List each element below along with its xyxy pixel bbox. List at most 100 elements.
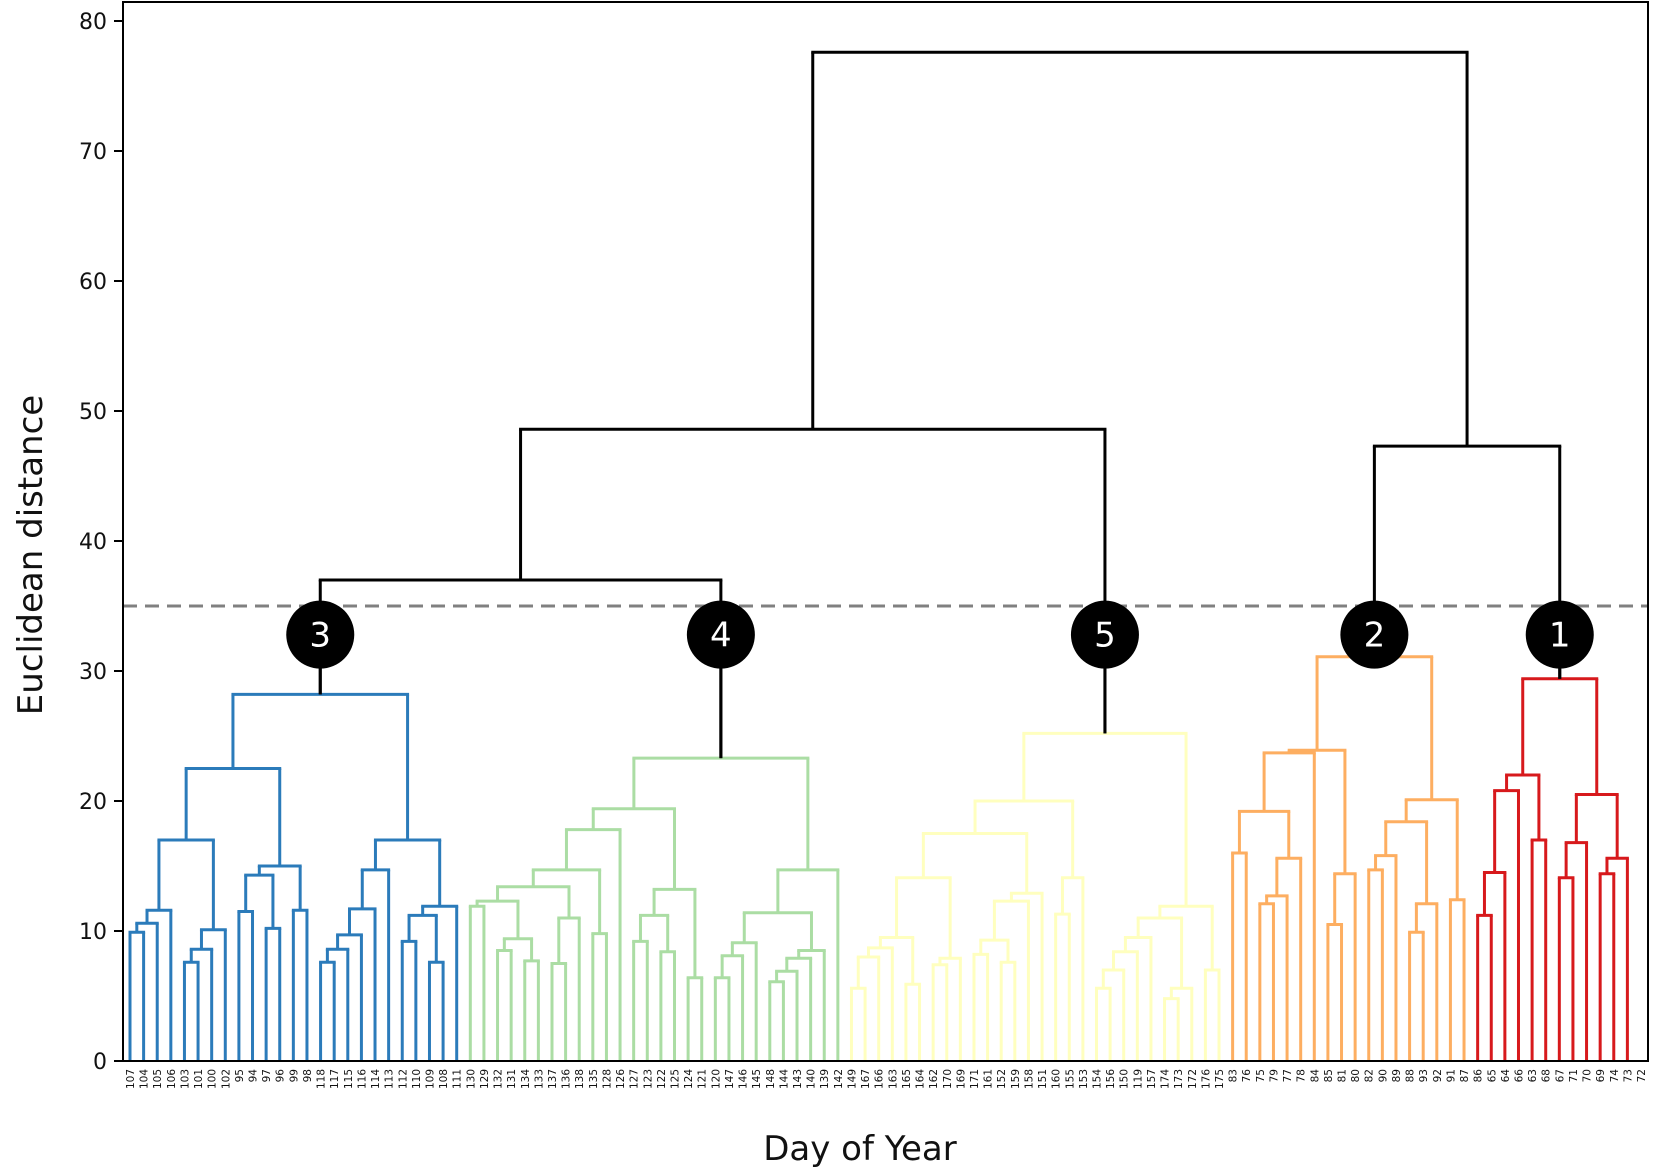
leaf-label: 68 — [1541, 1069, 1553, 1082]
leaf-label: 163 — [887, 1069, 899, 1089]
leaf-label: 70 — [1582, 1069, 1594, 1082]
leaf-label: 67 — [1554, 1069, 1566, 1082]
y-tick-label: 70 — [79, 140, 107, 165]
leaf-label: 110 — [411, 1069, 423, 1089]
leaf-label: 132 — [493, 1069, 505, 1089]
leaf-label: 165 — [901, 1069, 913, 1089]
y-tick-label: 50 — [79, 400, 107, 425]
leaf-label: 83 — [1228, 1069, 1240, 1082]
y-tick-label: 10 — [79, 920, 107, 945]
y-tick-label: 30 — [79, 660, 107, 685]
leaf-label: 152 — [996, 1069, 1008, 1089]
leaf-label: 158 — [1023, 1069, 1035, 1089]
leaf-label: 69 — [1595, 1069, 1607, 1082]
leaf-label: 85 — [1323, 1069, 1335, 1082]
cluster-badge-label: 1 — [1549, 616, 1571, 656]
leaf-label: 145 — [751, 1069, 763, 1089]
leaf-label: 95 — [234, 1069, 246, 1082]
leaf-label: 72 — [1636, 1069, 1648, 1082]
leaf-label: 139 — [819, 1069, 831, 1089]
leaf-label: 173 — [1173, 1069, 1185, 1089]
leaf-label: 86 — [1473, 1069, 1485, 1083]
leaf-label: 133 — [533, 1069, 545, 1089]
leaf-label: 129 — [479, 1069, 491, 1089]
leaf-label: 134 — [520, 1069, 532, 1089]
leaf-label: 80 — [1350, 1069, 1362, 1082]
cluster-badge-label: 4 — [710, 616, 732, 656]
leaf-label: 104 — [139, 1069, 151, 1089]
leaf-label: 167 — [860, 1069, 872, 1089]
leaf-label: 150 — [1119, 1069, 1131, 1089]
leaf-label: 161 — [983, 1069, 995, 1089]
leaf-label: 74 — [1609, 1069, 1621, 1083]
cluster-badge-2 — [1340, 600, 1409, 669]
leaf-label: 77 — [1282, 1069, 1294, 1082]
cluster-badge-3 — [286, 600, 355, 669]
leaf-label: 113 — [384, 1069, 396, 1089]
y-tick-label: 40 — [79, 530, 107, 555]
leaf-label: 82 — [1364, 1069, 1376, 1082]
leaf-label: 91 — [1445, 1069, 1457, 1082]
leaf-label: 142 — [833, 1069, 845, 1089]
cluster-badge-label: 3 — [309, 616, 331, 656]
leaf-label: 160 — [1051, 1069, 1063, 1089]
leaf-label: 84 — [1309, 1069, 1321, 1083]
leaf-label: 88 — [1405, 1069, 1417, 1082]
leaf-label: 117 — [329, 1069, 341, 1089]
leaf-label: 172 — [1187, 1069, 1199, 1089]
leaf-label: 96 — [275, 1069, 287, 1083]
leaf-label: 136 — [561, 1069, 573, 1089]
leaf-label: 123 — [642, 1069, 654, 1089]
cluster-badge-5 — [1070, 600, 1139, 669]
leaf-label: 122 — [656, 1069, 668, 1089]
x-axis-title: Day of Year — [763, 1129, 957, 1169]
leaf-label: 128 — [601, 1069, 613, 1089]
cluster-badge-label: 5 — [1094, 616, 1116, 656]
leaf-label: 66 — [1513, 1069, 1525, 1083]
leaf-label: 151 — [1037, 1069, 1049, 1089]
leaf-label: 137 — [547, 1069, 559, 1089]
leaf-label: 119 — [1132, 1069, 1144, 1089]
leaf-label: 144 — [778, 1069, 790, 1089]
axes: 0 10 20 30 40 50 60 70 80 — [79, 1, 1649, 1075]
leaf-label: 153 — [1078, 1069, 1090, 1089]
leaf-label: 147 — [724, 1069, 736, 1089]
leaf-label: 175 — [1214, 1069, 1226, 1089]
leaf-labels: 107 104 105 106 103 101 100 102 95 94 97 96 99 98 118 1… — [125, 1069, 1648, 1089]
leaf-label: 146 — [738, 1069, 750, 1089]
leaf-label: 99 — [288, 1069, 300, 1082]
leaf-label: 148 — [765, 1069, 777, 1089]
leaf-label: 176 — [1200, 1069, 1212, 1089]
cluster-badge-label: 2 — [1364, 616, 1386, 656]
leaf-label: 135 — [588, 1069, 600, 1089]
leaf-label: 121 — [697, 1069, 709, 1089]
leaf-label: 140 — [806, 1069, 818, 1089]
leaf-label: 116 — [356, 1069, 368, 1089]
y-axis-title: Euclidean distance — [11, 395, 51, 715]
leaf-label: 78 — [1296, 1069, 1308, 1082]
leaf-label: 127 — [629, 1069, 641, 1089]
leaf-label: 126 — [615, 1069, 627, 1089]
leaf-label: 164 — [915, 1069, 927, 1089]
leaf-label: 138 — [574, 1069, 586, 1089]
leaf-label: 174 — [1160, 1069, 1172, 1089]
leaf-label: 115 — [343, 1069, 355, 1089]
cluster-badges: 3 4 5 2 1 — [286, 600, 1594, 759]
leaf-label: 93 — [1418, 1069, 1430, 1082]
leaf-label: 73 — [1622, 1069, 1634, 1082]
leaf-label: 131 — [506, 1069, 518, 1089]
leaf-label: 108 — [438, 1069, 450, 1089]
leaf-label: 149 — [846, 1069, 858, 1089]
leaf-label: 90 — [1377, 1069, 1389, 1082]
leaf-label: 92 — [1432, 1069, 1444, 1082]
leaf-label: 100 — [207, 1069, 219, 1089]
y-tick-label: 80 — [79, 10, 107, 35]
leaf-label: 94 — [248, 1069, 260, 1083]
dendrogram-links — [128, 50, 1629, 1061]
leaf-label: 106 — [166, 1069, 178, 1089]
leaf-label: 79 — [1268, 1069, 1280, 1082]
y-tick-label: 60 — [79, 270, 107, 295]
leaf-label: 98 — [302, 1069, 314, 1082]
leaf-label: 171 — [969, 1069, 981, 1089]
leaf-label: 124 — [683, 1069, 695, 1089]
